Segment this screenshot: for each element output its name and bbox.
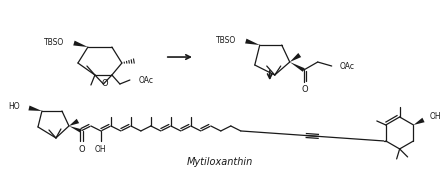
Text: O: O bbox=[101, 79, 108, 88]
Polygon shape bbox=[290, 53, 301, 62]
Polygon shape bbox=[73, 41, 88, 47]
Text: TBSO: TBSO bbox=[216, 36, 236, 45]
Text: TBSO: TBSO bbox=[44, 38, 64, 47]
Text: OH: OH bbox=[429, 113, 441, 121]
Text: OH: OH bbox=[95, 145, 107, 154]
Polygon shape bbox=[69, 126, 82, 133]
Text: O: O bbox=[301, 85, 308, 94]
Polygon shape bbox=[413, 118, 424, 125]
Text: Mytiloxanthin: Mytiloxanthin bbox=[187, 157, 253, 167]
Text: OAc: OAc bbox=[340, 62, 355, 71]
Polygon shape bbox=[290, 62, 305, 72]
Text: OAc: OAc bbox=[139, 75, 154, 85]
Text: HO: HO bbox=[8, 103, 20, 111]
Polygon shape bbox=[69, 119, 79, 126]
Polygon shape bbox=[245, 39, 260, 45]
Text: O: O bbox=[78, 145, 85, 154]
Polygon shape bbox=[28, 106, 42, 111]
